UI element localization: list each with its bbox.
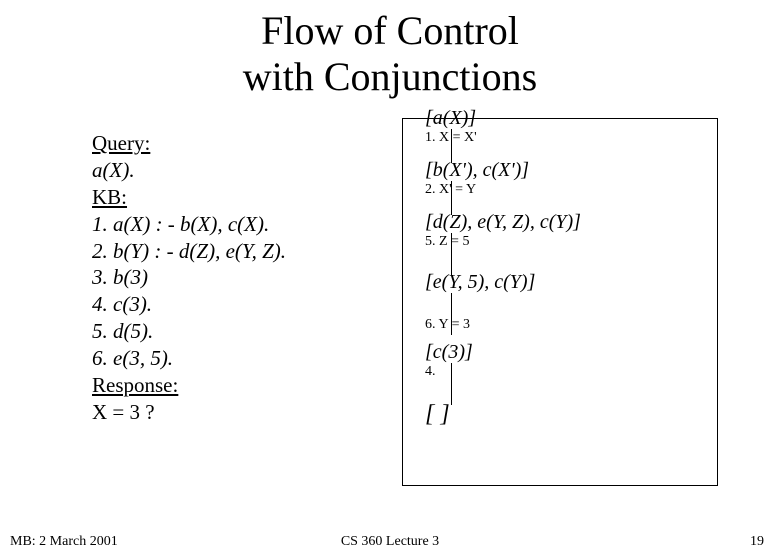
trace-box: [a(X)] 1. X = X' [b(X'), c(X')] 2. X' = … (402, 118, 718, 486)
kb-rule-5: 5. d(5). (92, 318, 286, 345)
trace-sub-4: 6. Y = 3 (425, 317, 470, 333)
trace-sub-1: 1. X = X' (425, 130, 477, 146)
trace-node-1: [a(X)] (425, 107, 476, 130)
kb-rule-1: 1. a(X) : - b(X), c(X). (92, 211, 286, 238)
title-line-2: with Conjunctions (243, 54, 537, 99)
kb-rule-4: 4. c(3). (92, 291, 286, 318)
trace-node-5: [c(3)] (425, 341, 473, 364)
trace-node-4: [e(Y, 5), c(Y)] (425, 271, 535, 294)
footer-center: CS 360 Lecture 3 (341, 534, 439, 550)
content-area: Query: a(X). KB: 1. a(X) : - b(X), c(X).… (0, 118, 780, 510)
trace-sub-3: 5. Z = 5 (425, 234, 469, 250)
title-line-1: Flow of Control (261, 8, 519, 53)
slide-title: Flow of Control with Conjunctions (0, 0, 780, 100)
trace-edge-5 (451, 363, 452, 405)
left-column: Query: a(X). KB: 1. a(X) : - b(X), c(X).… (92, 130, 286, 426)
kb-rule-3: 3. b(3) (92, 264, 286, 291)
query-text: a(X). (92, 157, 286, 184)
query-heading: Query: (92, 131, 150, 155)
response-heading: Response: (92, 373, 178, 397)
footer-left: MB: 2 March 2001 (10, 534, 118, 550)
footer-page-number: 19 (750, 534, 764, 550)
kb-heading: KB: (92, 185, 127, 209)
trace-node-3: [d(Z), e(Y, Z), c(Y)] (425, 211, 581, 234)
trace-sub-5: 4. (425, 364, 436, 380)
trace-sub-2: 2. X' = Y (425, 182, 476, 198)
right-column: [a(X)] 1. X = X' [b(X'), c(X')] 2. X' = … (402, 118, 718, 486)
kb-rule-2: 2. b(Y) : - d(Z), e(Y, Z). (92, 238, 286, 265)
trace-node-2: [b(X'), c(X')] (425, 159, 529, 182)
response-text: X = 3 ? (92, 399, 286, 426)
kb-rule-6: 6. e(3, 5). (92, 345, 286, 372)
trace-node-6: [ ] (425, 401, 450, 428)
